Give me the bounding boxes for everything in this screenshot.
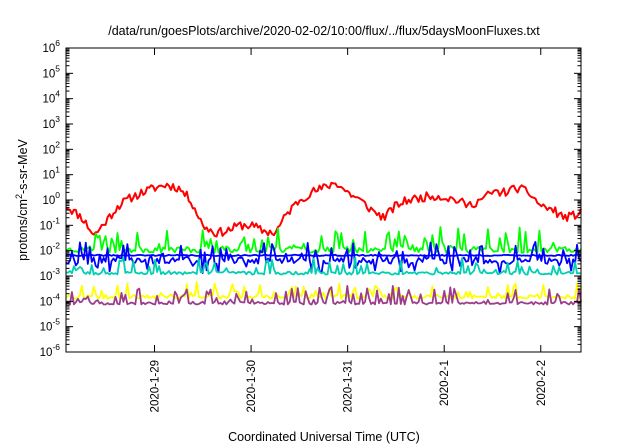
- y-axis-label-sup: 2: [14, 194, 24, 199]
- series-line-4: [65, 253, 582, 257]
- svg-text:protons/cm2-s-sr-MeV: protons/cm2-s-sr-MeV: [14, 138, 30, 260]
- x-tick-label: 2020-1-31: [343, 360, 355, 412]
- y-tick-label: 103: [42, 114, 60, 131]
- y-tick-label: 104: [42, 89, 60, 106]
- y-tick-exp: -5: [52, 317, 60, 327]
- y-axis-label-suffix: -s-sr-MeV: [16, 138, 30, 194]
- y-tick-exp: 4: [55, 89, 60, 99]
- y-tick-exp: -6: [52, 342, 60, 352]
- y-tick-base: 10: [40, 296, 53, 308]
- y-tick-base: 10: [42, 144, 55, 156]
- series-line-3: [65, 240, 582, 275]
- x-axis-label: Coordinated Universal Time (UTC): [228, 430, 420, 444]
- y-tick-label: 105: [42, 63, 60, 80]
- y-tick-exp: -4: [52, 291, 60, 301]
- y-tick-exp: -1: [52, 215, 60, 225]
- y-tick-exp: -3: [52, 266, 60, 276]
- y-tick-base: 10: [40, 322, 53, 334]
- y-tick-base: 10: [42, 43, 55, 55]
- y-tick-exp: 5: [55, 63, 60, 73]
- chart-title: /data/run/goesPlots/archive/2020-02-02/1…: [108, 24, 540, 38]
- series-line-2: [65, 226, 582, 254]
- y-tick-base: 10: [42, 68, 55, 80]
- y-tick-label: 10-2: [40, 241, 61, 258]
- y-tick-base: 10: [42, 170, 55, 182]
- axes: 10-610-510-410-310-210-11001011021031041…: [40, 38, 582, 412]
- y-axis-label-prefix: protons/cm: [16, 199, 30, 261]
- y-tick-base: 10: [42, 195, 55, 207]
- series-layer: [65, 181, 582, 306]
- y-tick-exp: -2: [52, 241, 60, 251]
- y-tick-base: 10: [40, 347, 53, 359]
- y-tick-label: 10-3: [40, 266, 61, 283]
- y-tick-base: 10: [40, 246, 53, 258]
- series-line-5: [65, 256, 582, 276]
- y-tick-label: 102: [42, 139, 60, 156]
- y-tick-label: 106: [42, 38, 60, 55]
- series-line-6: [65, 280, 582, 300]
- y-tick-label: 10-4: [40, 291, 61, 308]
- x-tick-label: 2020-2-2: [536, 360, 548, 406]
- x-tick-label: 2020-2-1: [439, 360, 451, 406]
- x-tick-label: 2020-1-29: [150, 360, 162, 412]
- x-tick-label: 2020-1-30: [246, 360, 258, 412]
- y-tick-label: 101: [42, 165, 60, 182]
- y-axis-label: protons/cm2-s-sr-MeV: [14, 138, 30, 260]
- y-tick-exp: 1: [55, 165, 60, 175]
- series-line-7: [65, 284, 582, 306]
- y-tick-exp: 2: [55, 139, 60, 149]
- y-tick-label: 10-6: [40, 342, 61, 359]
- series-line-1: [65, 181, 582, 238]
- y-tick-exp: 6: [55, 38, 60, 48]
- y-tick-base: 10: [40, 271, 53, 283]
- y-tick-base: 10: [40, 220, 53, 232]
- y-tick-exp: 0: [55, 190, 60, 200]
- y-tick-label: 10-1: [40, 215, 61, 232]
- y-tick-label: 100: [42, 190, 60, 207]
- plot-frame: [65, 47, 582, 353]
- y-tick-label: 10-5: [40, 317, 61, 334]
- y-tick-exp: 3: [55, 114, 60, 124]
- y-tick-base: 10: [42, 94, 55, 106]
- y-tick-base: 10: [42, 119, 55, 131]
